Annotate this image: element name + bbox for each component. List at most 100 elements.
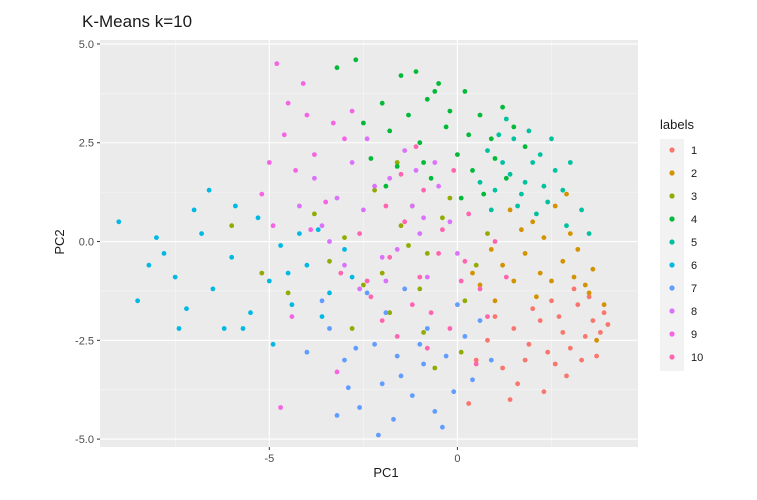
point — [304, 349, 310, 355]
point — [432, 409, 438, 414]
point — [440, 227, 445, 233]
legend-key-1 — [669, 147, 675, 153]
point — [488, 247, 494, 252]
point — [116, 219, 122, 225]
point — [458, 195, 464, 201]
point — [481, 191, 487, 197]
legend-key-10 — [669, 354, 675, 360]
point — [387, 175, 393, 181]
y-tick-label: 2.5 — [79, 138, 94, 150]
point — [323, 199, 329, 205]
point — [447, 219, 453, 225]
point — [421, 361, 426, 367]
point — [334, 195, 340, 201]
point — [534, 211, 539, 217]
legend-key-8 — [669, 308, 675, 314]
point — [552, 168, 558, 173]
legend-key-3 — [669, 193, 675, 199]
point — [586, 294, 592, 300]
point — [485, 314, 490, 319]
point — [500, 262, 505, 268]
point — [357, 231, 362, 237]
point — [432, 160, 438, 165]
point — [297, 231, 302, 237]
point — [488, 136, 494, 142]
point — [184, 306, 189, 312]
point — [345, 385, 351, 391]
point — [492, 156, 498, 161]
point — [319, 314, 325, 319]
point — [342, 235, 347, 241]
point — [492, 298, 498, 304]
point — [582, 334, 588, 339]
point — [398, 223, 404, 229]
point — [598, 330, 603, 335]
legend-label-6: 6 — [691, 260, 697, 272]
point — [357, 405, 362, 410]
point — [590, 318, 596, 323]
legend-label-7: 7 — [691, 283, 697, 295]
point — [409, 393, 415, 398]
point — [413, 168, 419, 173]
point — [199, 231, 205, 237]
point — [387, 310, 393, 316]
legend-key-9 — [669, 331, 675, 337]
y-tick-label: 0.0 — [79, 237, 94, 249]
point — [270, 341, 276, 347]
point — [191, 207, 197, 213]
point — [424, 251, 430, 256]
point — [364, 290, 370, 296]
point — [492, 314, 498, 319]
point — [458, 349, 464, 355]
point — [462, 258, 468, 264]
point — [432, 89, 438, 94]
point — [417, 341, 423, 347]
point — [522, 179, 528, 185]
point — [391, 416, 396, 422]
point — [398, 171, 404, 177]
point — [549, 136, 554, 142]
point — [312, 211, 317, 217]
point — [443, 124, 449, 130]
point — [372, 187, 377, 193]
y-tick-label: -5.0 — [75, 434, 94, 446]
point — [206, 187, 212, 193]
point — [575, 302, 581, 308]
point — [327, 326, 332, 331]
point — [432, 365, 438, 371]
point — [507, 397, 513, 402]
point — [477, 112, 483, 118]
point — [402, 148, 408, 154]
point — [455, 152, 460, 158]
x-tick-label: -5 — [264, 453, 274, 465]
point — [304, 112, 310, 118]
point — [383, 203, 389, 209]
point — [545, 349, 551, 355]
point — [398, 373, 404, 379]
point — [417, 231, 423, 237]
point — [447, 108, 453, 114]
point — [289, 314, 295, 319]
point — [417, 286, 423, 292]
point — [571, 286, 577, 292]
point — [221, 326, 227, 331]
point — [372, 183, 377, 189]
point — [575, 247, 581, 252]
point — [605, 322, 611, 327]
point — [349, 274, 355, 280]
x-axis-label: PC1 — [373, 465, 398, 480]
point — [594, 337, 599, 343]
point — [364, 278, 370, 284]
point — [349, 326, 355, 331]
point — [560, 258, 566, 264]
point — [387, 254, 393, 260]
point — [458, 278, 464, 284]
point — [519, 191, 524, 197]
point — [248, 310, 253, 316]
point — [402, 219, 408, 225]
point — [413, 144, 419, 150]
point — [447, 326, 453, 331]
point — [364, 136, 370, 142]
point — [530, 306, 536, 312]
point — [421, 330, 426, 335]
